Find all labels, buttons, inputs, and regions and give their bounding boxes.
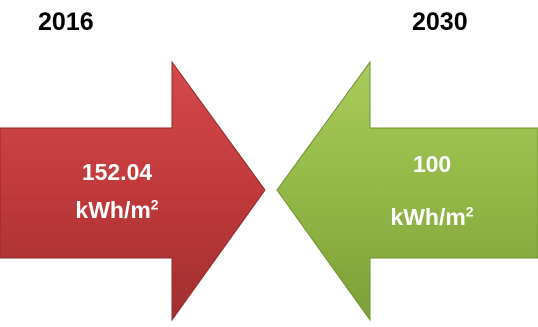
left-year-label: 2016 [38, 8, 94, 36]
left-unit: kWh/m2 [52, 196, 182, 223]
left-unit-exponent: 2 [150, 196, 159, 213]
left-arrow [0, 60, 266, 322]
left-unit-text: kWh/m [75, 197, 151, 223]
right-year-label: 2030 [412, 8, 468, 36]
right-value: 100 [412, 151, 452, 177]
right-unit-text: kWh/m [390, 204, 466, 230]
right-unit-exponent: 2 [465, 203, 474, 220]
left-value: 152.04 [81, 159, 153, 185]
right-arrow [276, 60, 538, 322]
right-unit: kWh/m2 [372, 203, 492, 230]
